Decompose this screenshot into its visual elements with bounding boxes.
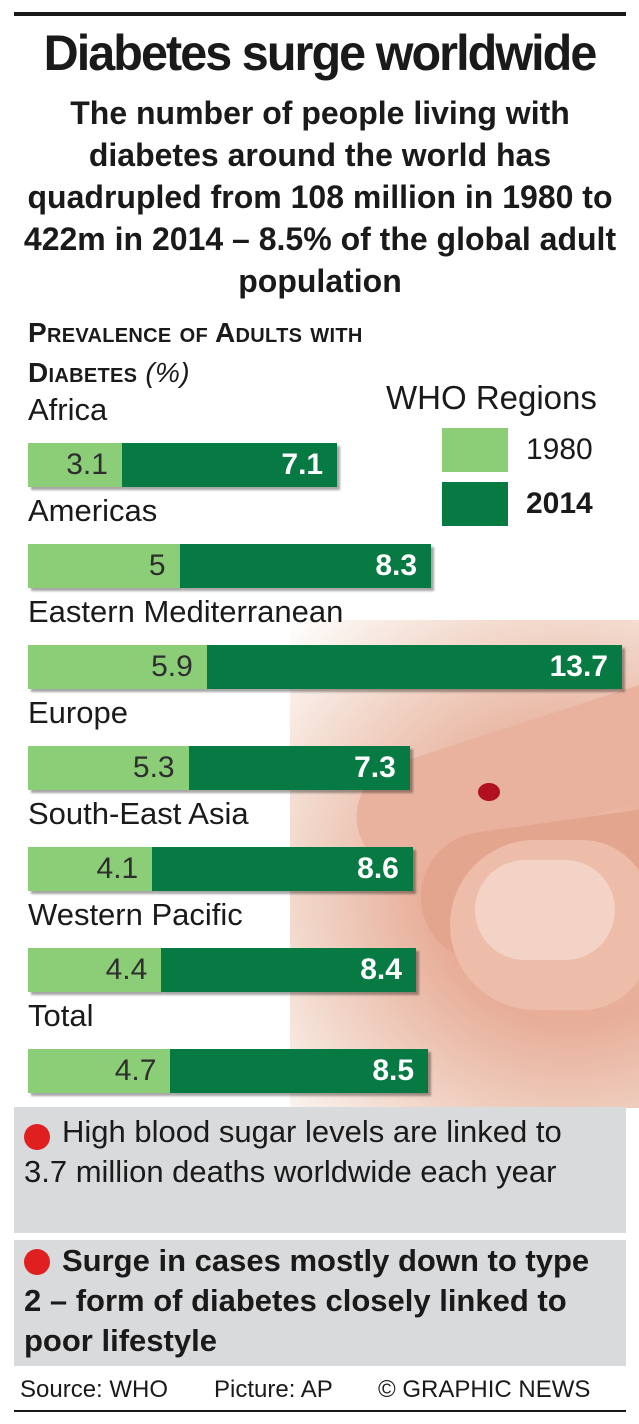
note-text: High blood sugar levels are linked to 3.…: [24, 1114, 562, 1189]
note-deaths: High blood sugar levels are linked to 3.…: [14, 1107, 626, 1233]
value-label-2014-total: 8.5: [372, 1054, 415, 1087]
bar-1980-europe: [28, 746, 189, 790]
bar-1980-americas: [28, 544, 180, 588]
bar-1980-south-east-asia: [28, 847, 153, 891]
category-label-south-east-asia: South-East Asia: [28, 796, 249, 831]
top-rule: [14, 12, 626, 16]
category-label-eastern-mediterranean: Eastern Mediterranean: [28, 594, 344, 629]
value-label-2014-south-east-asia: 8.6: [357, 852, 399, 885]
value-label-2014-eastern-mediterranean: 13.7: [549, 650, 608, 683]
value-label-2014-europe: 7.3: [354, 751, 396, 784]
note-text: Surge in cases mostly down to type 2 – f…: [24, 1243, 590, 1358]
value-label-1980-eastern-mediterranean: 5.9: [151, 650, 193, 683]
value-label-2014-africa: 7.1: [281, 448, 324, 481]
category-label-total: Total: [28, 998, 94, 1033]
chart-unit: (%): [145, 357, 190, 388]
bullet-icon: [24, 1124, 50, 1150]
category-label-americas: Americas: [28, 493, 158, 528]
value-label-1980-total: 4.7: [114, 1054, 157, 1087]
value-label-1980-south-east-asia: 4.1: [96, 852, 139, 885]
category-label-western-pacific: Western Pacific: [28, 897, 243, 932]
bar-2014-western-pacific: [161, 948, 416, 992]
bar-1980-western-pacific: [28, 948, 162, 992]
legend-swatch-2014: [442, 482, 508, 526]
footer-source: Source: WHO: [20, 1376, 169, 1403]
category-label-europe: Europe: [28, 695, 128, 730]
note-type2: Surge in cases mostly down to type 2 – f…: [14, 1240, 626, 1366]
bar-2014-eastern-mediterranean: [206, 645, 622, 689]
legend-title: WHO Regions: [386, 379, 597, 416]
bar-1980-africa: [28, 443, 122, 487]
subtitle: The number of people living with diabete…: [23, 95, 617, 299]
value-label-1980-africa: 3.1: [66, 448, 108, 481]
blood-drop-icon: [478, 783, 500, 801]
bar-2014-americas: [179, 544, 432, 588]
bar-2014-total: [170, 1049, 429, 1093]
bar-2014-south-east-asia: [152, 847, 413, 891]
page-title: Diabetes surge worldwide: [43, 25, 598, 81]
footer-picture: Picture: AP: [214, 1376, 333, 1403]
bar-2014-africa: [121, 443, 338, 487]
footer-credit: © GRAPHIC NEWS: [378, 1376, 591, 1403]
chart-title-text: Prevalence of Adults with Diabetes: [28, 317, 363, 388]
value-label-1980-western-pacific: 4.4: [105, 953, 148, 986]
legend-label-2014: 2014: [526, 487, 593, 520]
legend-label-1980: 1980: [526, 433, 593, 466]
chart-title: Prevalence of Adults with Diabetes (%): [28, 313, 388, 393]
bar-1980-total: [28, 1049, 171, 1093]
bar-1980-eastern-mediterranean: [28, 645, 207, 689]
bottom-rule: [14, 1410, 626, 1412]
category-label-africa: Africa: [28, 392, 108, 427]
value-label-1980-europe: 5.3: [132, 751, 175, 784]
bullet-icon: [24, 1249, 50, 1275]
value-label-2014-americas: 8.3: [375, 549, 418, 582]
bar-2014-europe: [188, 746, 410, 790]
value-label-2014-western-pacific: 8.4: [360, 953, 402, 986]
value-label-1980-americas: 5: [148, 549, 166, 582]
legend-swatch-1980: [442, 428, 508, 472]
